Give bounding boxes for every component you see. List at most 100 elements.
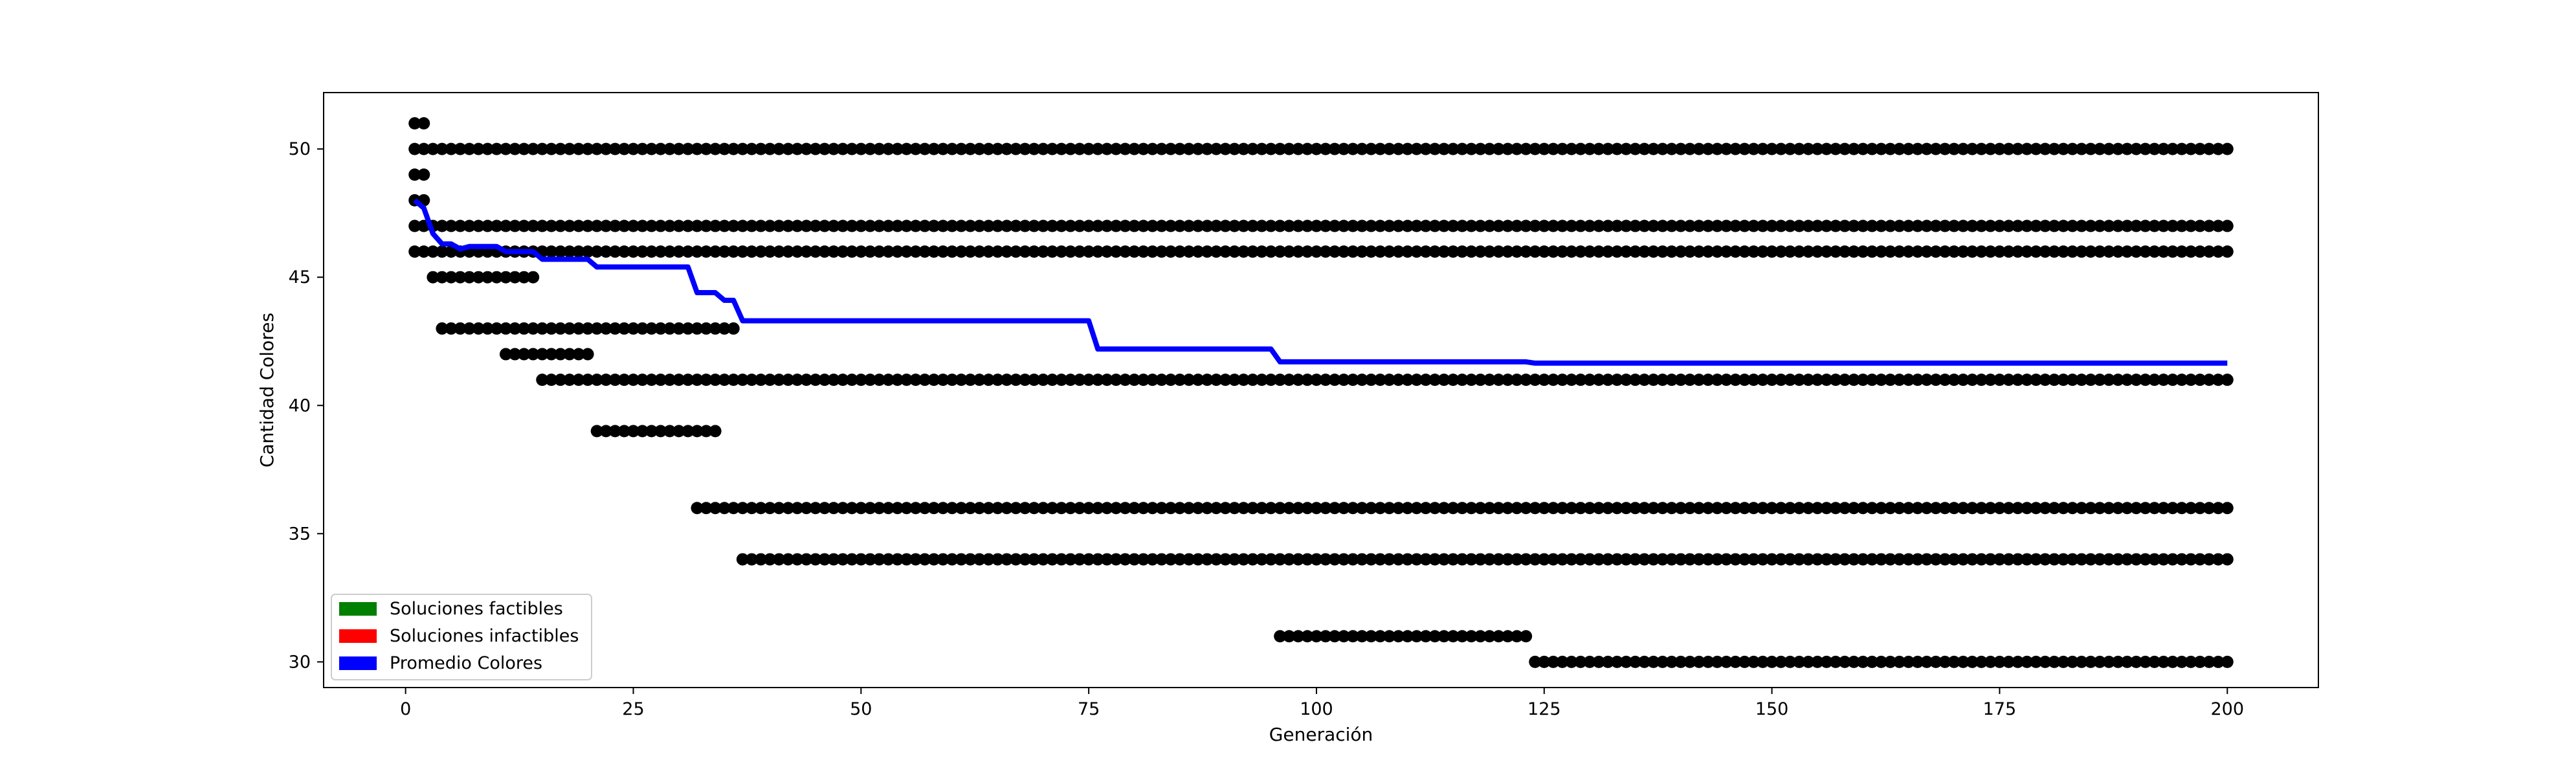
scatter-point xyxy=(1993,502,2006,515)
scatter-point xyxy=(982,245,995,258)
scatter-point xyxy=(1028,219,1041,232)
y-axis-label: Cantidad Colores xyxy=(256,313,278,467)
scatter-point xyxy=(1028,142,1041,155)
scatter-point xyxy=(1410,630,1423,643)
scatter-point xyxy=(1109,553,1122,566)
scatter-point xyxy=(2003,655,2015,668)
scatter-point xyxy=(2184,502,2197,515)
scatter-point xyxy=(1547,245,1560,258)
scatter-point xyxy=(2039,374,2052,386)
scatter-point xyxy=(1574,374,1587,386)
scatter-point xyxy=(2120,219,2133,232)
scatter-point xyxy=(818,502,831,515)
scatter-point xyxy=(900,142,913,155)
scatter-point xyxy=(909,374,922,386)
scatter-point xyxy=(745,553,758,566)
scatter-point xyxy=(1109,374,1122,386)
scatter-point xyxy=(1738,219,1751,232)
scatter-point xyxy=(1729,502,1742,515)
scatter-point xyxy=(1647,655,1660,668)
scatter-point xyxy=(1938,553,1951,566)
scatter-point xyxy=(2057,142,2070,155)
scatter-point xyxy=(1438,630,1450,643)
scatter-point xyxy=(1829,502,1842,515)
scatter-point xyxy=(745,219,758,232)
scatter-point xyxy=(572,245,585,258)
scatter-point xyxy=(1610,553,1623,566)
scatter-point xyxy=(809,374,822,386)
scatter-point xyxy=(1419,502,1432,515)
scatter-point xyxy=(581,245,594,258)
scatter-point xyxy=(1957,219,1970,232)
scatter-point xyxy=(2075,502,2088,515)
scatter-point xyxy=(991,245,1004,258)
scatter-point xyxy=(1802,374,1815,386)
scatter-point xyxy=(909,502,922,515)
scatter-point xyxy=(1911,219,1924,232)
scatter-point xyxy=(1920,374,1933,386)
scatter-point xyxy=(1647,374,1660,386)
scatter-point xyxy=(1674,553,1687,566)
scatter-point xyxy=(2221,374,2234,386)
scatter-point xyxy=(2066,655,2079,668)
scatter-point xyxy=(1674,219,1687,232)
scatter-point xyxy=(1529,374,1542,386)
scatter-point xyxy=(1492,219,1505,232)
scatter-point xyxy=(2012,502,2025,515)
scatter-point xyxy=(1766,502,1779,515)
scatter-point xyxy=(1619,553,1632,566)
scatter-point xyxy=(1128,502,1141,515)
scatter-point xyxy=(1164,245,1177,258)
scatter-point xyxy=(654,425,667,438)
scatter-point xyxy=(1802,502,1815,515)
scatter-point xyxy=(964,142,977,155)
scatter-point xyxy=(408,142,421,155)
scatter-point xyxy=(2111,374,2124,386)
scatter-point xyxy=(1228,502,1241,515)
scatter-point xyxy=(2203,219,2215,232)
scatter-point xyxy=(1355,245,1368,258)
scatter-point xyxy=(1702,142,1715,155)
scatter-point xyxy=(454,322,467,335)
scatter-point xyxy=(1010,553,1023,566)
scatter-point xyxy=(1283,219,1296,232)
scatter-point xyxy=(1401,553,1414,566)
scatter-point xyxy=(773,553,786,566)
scatter-point xyxy=(1064,374,1077,386)
scatter-point xyxy=(2203,553,2215,566)
scatter-point xyxy=(791,553,804,566)
scatter-point xyxy=(1192,553,1205,566)
scatter-point xyxy=(1784,502,1797,515)
scatter-point xyxy=(1856,142,1869,155)
scatter-point xyxy=(2221,219,2234,232)
scatter-point xyxy=(2120,553,2133,566)
scatter-point xyxy=(663,425,676,438)
scatter-point xyxy=(1155,553,1168,566)
scatter-point xyxy=(946,553,959,566)
scatter-point xyxy=(700,425,713,438)
scatter-point xyxy=(991,219,1004,232)
scatter-point xyxy=(1064,502,1077,515)
scatter-point xyxy=(800,219,813,232)
scatter-point xyxy=(1456,630,1469,643)
scatter-point xyxy=(2084,553,2097,566)
scatter-point xyxy=(1246,142,1259,155)
scatter-point xyxy=(1328,245,1341,258)
scatter-point xyxy=(2184,219,2197,232)
scatter-point xyxy=(617,322,630,335)
scatter-point xyxy=(1929,374,1942,386)
scatter-point xyxy=(1775,374,1788,386)
scatter-point xyxy=(2075,142,2088,155)
scatter-point xyxy=(882,553,895,566)
scatter-point xyxy=(1656,553,1669,566)
scatter-point xyxy=(1766,142,1779,155)
scatter-point xyxy=(1793,219,1806,232)
scatter-point xyxy=(1265,374,1278,386)
scatter-point xyxy=(682,245,694,258)
scatter-point xyxy=(1392,142,1405,155)
scatter-point xyxy=(1037,245,1050,258)
scatter-point xyxy=(863,553,876,566)
scatter-point xyxy=(1373,630,1386,643)
scatter-point xyxy=(563,219,576,232)
scatter-point xyxy=(1829,655,1842,668)
